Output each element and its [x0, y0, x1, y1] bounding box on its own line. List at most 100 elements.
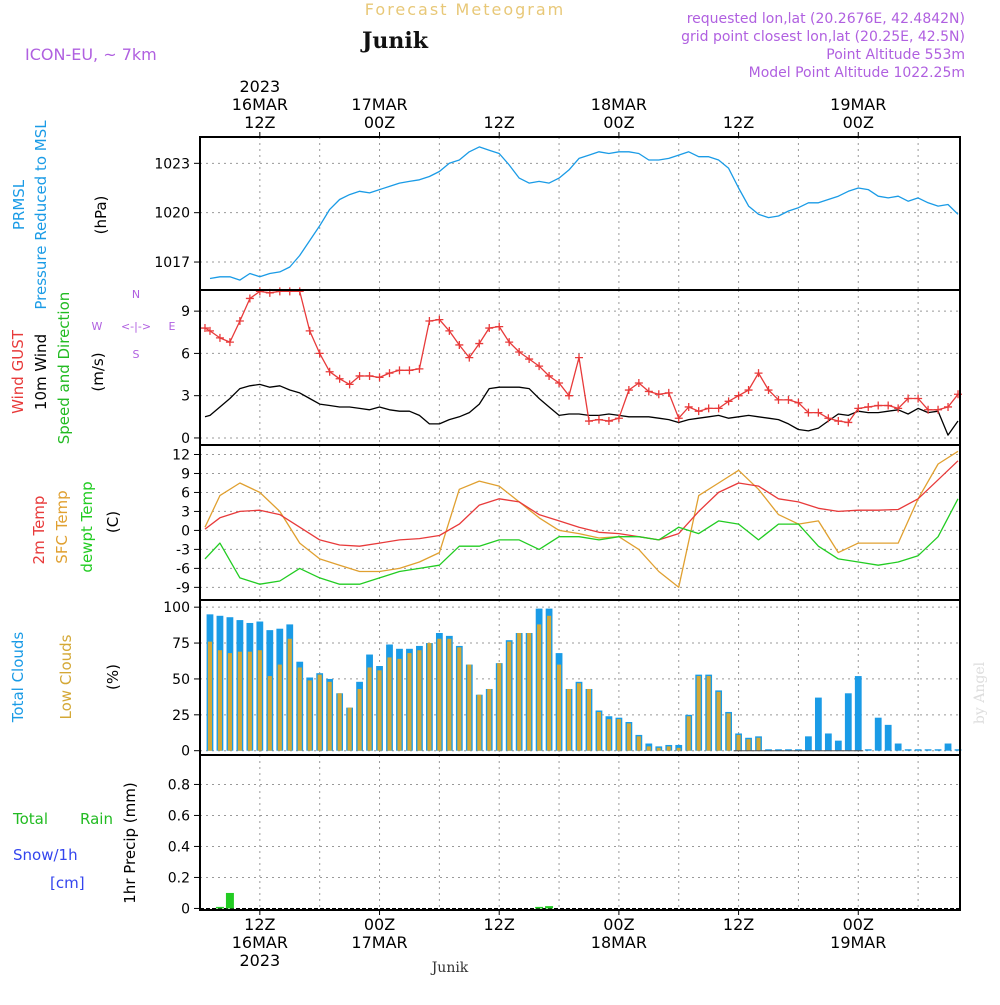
gust-marker: [704, 404, 713, 413]
low-cloud-bar: [237, 651, 242, 751]
cloud-unit: (%): [104, 664, 122, 690]
gust-marker: [415, 364, 424, 373]
low-cloud-bar: [427, 643, 432, 751]
snow-label: Snow/1h: [13, 846, 78, 864]
low-cloud-bar: [626, 723, 631, 751]
gust-marker: [634, 379, 643, 387]
low-cloud-bar: [317, 674, 322, 751]
gust-marker: [335, 374, 344, 383]
gust-marker: [485, 324, 494, 333]
low-cloud-bar: [277, 664, 282, 751]
total-cloud-bar: [934, 749, 942, 751]
ytick-label: 0: [181, 901, 190, 917]
low-cloud-bar: [616, 719, 621, 751]
bottom-hour-label: 12Z: [484, 915, 515, 934]
total-cloud-bar: [814, 697, 822, 751]
low-cloud-bar: [726, 713, 731, 751]
low-cloud-bar: [746, 739, 751, 751]
sfc-temp-line: [204, 450, 959, 588]
low-cloud-bar: [586, 688, 592, 751]
ytick-label: 1023: [154, 156, 190, 172]
gust-marker: [345, 380, 354, 389]
temp-unit: (C): [104, 511, 122, 533]
rain-bar: [225, 892, 234, 909]
gust-marker: [515, 348, 524, 356]
total-cloud-bar: [924, 749, 932, 751]
gust-marker: [834, 417, 843, 426]
low-cloud-bar: [467, 664, 472, 751]
gust-marker: [295, 287, 304, 296]
gust-marker: [405, 366, 414, 375]
low-cloud-bar: [217, 650, 222, 751]
gust-marker: [674, 414, 683, 423]
gust-marker: [944, 402, 953, 411]
total-cloud-bar: [944, 743, 952, 751]
top-hour-label: 12Z: [723, 113, 754, 132]
precip-axis-label: 1hr Precip (mm): [121, 782, 139, 903]
gust-marker: [495, 322, 504, 331]
bottom-hour-label: 00Z: [364, 915, 395, 934]
gust-marker: [714, 404, 723, 413]
panel-frame: [199, 136, 961, 291]
ytick-label: 0: [181, 523, 190, 539]
gust-marker: [924, 405, 933, 414]
gust-marker: [235, 317, 244, 325]
gust-marker: [694, 407, 703, 416]
low-cloud-bar: [497, 663, 502, 751]
total-cloud-bar: [844, 693, 852, 751]
ytick-label: -3: [176, 542, 190, 558]
gust-marker: [505, 338, 514, 347]
bottom-date-label: 19MAR: [830, 933, 886, 952]
gust-marker: [754, 369, 763, 378]
ytick-label: -6: [176, 561, 190, 577]
pressure-labels: PRMSL Pressure Reduced to MSL (hPa): [10, 120, 110, 310]
total-cloud-bar: [775, 749, 782, 751]
bottom-date-label: 16MAR: [232, 933, 288, 952]
ytick-label: 0: [181, 744, 190, 760]
low-cloud-bar: [227, 653, 232, 751]
gust-marker: [654, 390, 663, 399]
total-cloud-bar: [834, 740, 842, 751]
watermark: by Angel: [972, 661, 988, 724]
gust-marker: [555, 379, 564, 387]
ytick-label: 0.2: [168, 870, 190, 886]
cloud-labels: Total Clouds Low Clouds (%): [9, 632, 122, 724]
pressure-reduced-label: Pressure Reduced to MSL: [32, 120, 50, 310]
gust-marker: [884, 401, 893, 410]
gust-marker: [535, 362, 544, 371]
gust-marker: [465, 353, 474, 362]
top-year-label: 2023: [239, 77, 280, 96]
low-cloud-bar: [487, 688, 492, 751]
gust-marker: [724, 397, 733, 406]
ytick-label: 1017: [154, 255, 190, 271]
rain-bar: [215, 906, 224, 909]
gust-marker: [664, 388, 673, 397]
bottom-date-label: 18MAR: [591, 933, 647, 952]
low-cloud-bar: [437, 638, 442, 751]
ytick-label: 0: [181, 431, 190, 447]
gust-marker: [784, 395, 793, 404]
gust-marker: [565, 391, 574, 400]
top-hour-label: 00Z: [843, 113, 874, 132]
total-cloud-bar: [805, 736, 812, 751]
top-hour-label: 00Z: [364, 113, 395, 132]
dewpt-label: dewpt Temp: [78, 481, 96, 572]
gust-marker: [744, 386, 753, 395]
gust-marker: [200, 324, 209, 333]
footer-location: Junik: [430, 960, 469, 976]
bottom-hour-label: 00Z: [603, 915, 634, 934]
gust-marker: [814, 408, 823, 417]
wind-gust-label: Wind GUST: [9, 329, 27, 414]
gust-marker: [315, 349, 324, 358]
low-cloud-bar: [606, 719, 611, 751]
rain-bar: [535, 906, 544, 909]
gust-marker: [684, 402, 693, 411]
ytick-label: 6: [181, 485, 190, 501]
ytick-label: 0.4: [168, 839, 190, 855]
ytick-label: 9: [181, 304, 190, 320]
low-cloud-bar: [666, 746, 671, 751]
ytick-label: 6: [181, 346, 190, 362]
gust-marker: [894, 404, 903, 413]
gust-marker: [644, 387, 653, 396]
wind-labels: Wind GUST 10m Wind Speed and Direction (…: [9, 288, 176, 444]
